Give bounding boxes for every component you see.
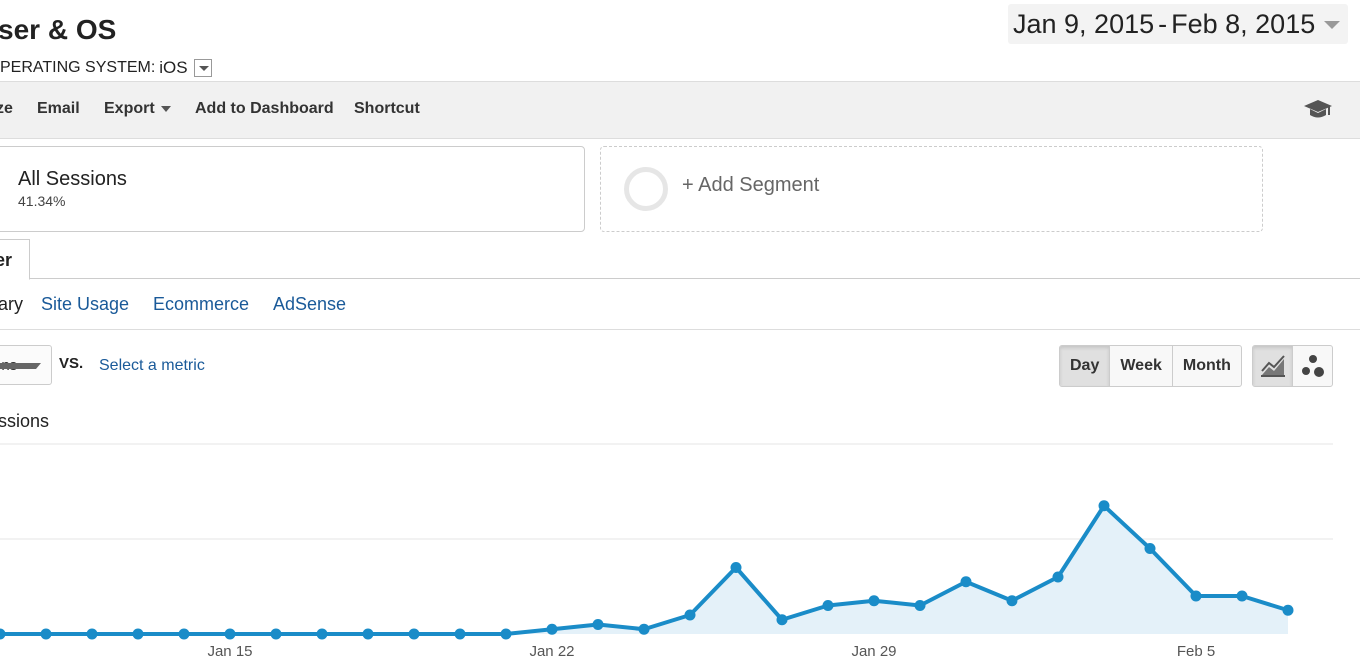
data-point [730, 562, 742, 573]
chart-type-toggle [1252, 345, 1333, 387]
data-point [546, 623, 558, 635]
sessions-chart: Jan 15 Jan 22 Jan 29 Feb 5 [0, 443, 1333, 660]
export-label: Export [104, 100, 155, 117]
subnav-summary[interactable]: ary [0, 294, 24, 314]
add-segment-label: + Add Segment [682, 174, 820, 196]
data-point [362, 628, 374, 640]
series-area [0, 505, 1288, 634]
data-point [500, 628, 512, 640]
period-day-button[interactable]: Day [1060, 346, 1111, 386]
add-to-dashboard-button[interactable]: Add to Dashboard [195, 100, 334, 117]
email-button[interactable]: Email [37, 100, 80, 117]
data-point [1052, 571, 1064, 583]
dimension-filter: PERATING SYSTEM: iOS [0, 58, 212, 78]
segment-all-sessions[interactable]: All Sessions 41.34% [0, 146, 585, 232]
x-tick-label: Jan 22 [529, 643, 574, 660]
data-point [868, 595, 880, 607]
motion-chart-icon[interactable] [1293, 346, 1332, 386]
data-point [914, 600, 926, 611]
segment-percentage: 41.34% [18, 193, 66, 209]
tab-divider [0, 278, 1360, 279]
date-start: Jan 9, 2015 [1013, 8, 1155, 39]
data-point [822, 600, 834, 611]
data-point [1144, 543, 1156, 554]
x-tick-label: Feb 5 [1177, 643, 1215, 660]
graduation-cap-icon[interactable] [1303, 98, 1333, 127]
shortcut-button[interactable]: Shortcut [354, 100, 420, 117]
data-point [684, 609, 696, 621]
data-point [0, 628, 6, 640]
date-range-picker[interactable]: Jan 9, 2015 - Feb 8, 2015 [1008, 4, 1348, 44]
data-point [132, 628, 144, 640]
filter-dropdown-button[interactable] [193, 59, 212, 77]
data-point [454, 628, 466, 640]
vs-label: VS. [59, 355, 84, 372]
add-segment-button[interactable]: + Add Segment [600, 146, 1263, 232]
period-month-button[interactable]: Month [1182, 357, 1231, 374]
data-point [1006, 595, 1018, 607]
select-metric-link[interactable]: Select a metric [99, 357, 205, 374]
period-week-button[interactable]: Week [1110, 346, 1173, 386]
primary-metric-select[interactable]: ons [0, 345, 52, 385]
chevron-down-icon [0, 363, 41, 369]
tab-label: er [0, 250, 13, 270]
data-point [1236, 590, 1248, 602]
data-point [1190, 590, 1202, 602]
x-tick-label: Jan 29 [851, 643, 896, 660]
data-point [178, 628, 190, 640]
subnav-adsense[interactable]: AdSense [273, 294, 347, 314]
data-point [960, 576, 972, 588]
line-chart-icon[interactable] [1253, 346, 1293, 386]
page-title: ser & OS [0, 14, 117, 45]
caret-down-icon [160, 105, 171, 112]
filter-value: iOS [159, 58, 188, 77]
data-point [638, 623, 650, 635]
chevron-down-icon [1324, 21, 1340, 29]
date-separator: - [1158, 8, 1168, 39]
data-point [224, 628, 236, 640]
data-point [86, 628, 98, 640]
data-point [316, 628, 328, 640]
period-toggle: Day Week Month [1059, 345, 1242, 387]
x-tick-label: Jan 15 [207, 643, 252, 660]
segment-name: All Sessions [18, 168, 127, 190]
subnav-divider [0, 329, 1360, 330]
data-point [1098, 500, 1110, 512]
empty-segment-ring-icon [624, 167, 668, 211]
data-point [270, 628, 282, 640]
date-end: Feb 8, 2015 [1171, 8, 1316, 39]
customize-button[interactable]: ze [0, 100, 13, 117]
chart-legend-sessions: ssions [0, 411, 50, 431]
export-button[interactable]: Export [104, 100, 171, 118]
subnav-ecommerce[interactable]: Ecommerce [153, 294, 250, 314]
data-point [408, 628, 420, 640]
data-point [1282, 604, 1294, 616]
subnav-site-usage[interactable]: Site Usage [41, 294, 130, 314]
filter-label: PERATING SYSTEM: [0, 59, 156, 76]
data-point [776, 614, 788, 626]
data-point [592, 619, 604, 630]
report-toolbar: ze Email Export Add to Dashboard Shortcu… [0, 81, 1360, 139]
tab-explorer[interactable]: er [0, 239, 30, 280]
data-point [40, 628, 52, 640]
